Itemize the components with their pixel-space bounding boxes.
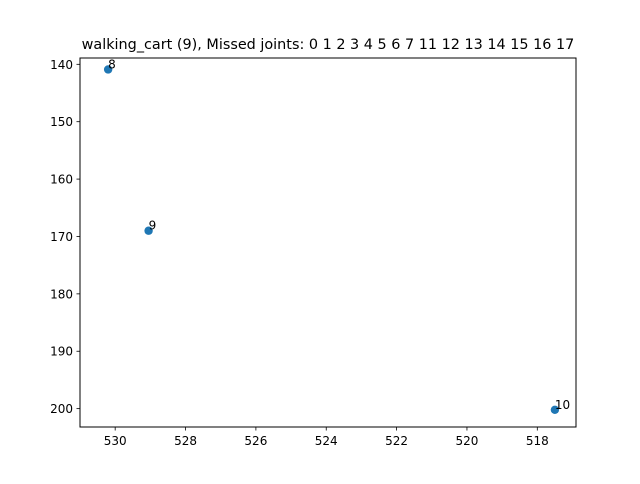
data-point (103, 65, 113, 74)
data-point (144, 226, 153, 235)
y-tick-label: 150 (50, 115, 73, 129)
x-tick-label: 520 (455, 434, 478, 448)
x-tick-label: 526 (244, 434, 267, 448)
data-points: 8 9 10 (103, 57, 570, 414)
y-tick-label: 190 (50, 345, 73, 359)
x-tick-label: 530 (104, 434, 127, 448)
x-tick-label: 522 (385, 434, 408, 448)
x-tick-label: 528 (174, 434, 197, 448)
data-point (550, 405, 560, 414)
data-point-label: 10 (555, 398, 570, 412)
data-point-label: 8 (108, 57, 116, 71)
plot-area-frame (79, 57, 577, 428)
data-point-label: 9 (149, 219, 157, 233)
y-tick-label: 160 (50, 173, 73, 187)
y-tick-label: 140 (50, 58, 73, 72)
x-axis: 530 528 526 524 522 520 518 (104, 427, 549, 448)
y-tick-label: 170 (50, 230, 73, 244)
y-axis: 140 150 160 170 180 190 200 (50, 58, 80, 416)
chart-title: walking_cart (9), Missed joints: 0 1 2 3… (82, 37, 575, 53)
y-tick-label: 200 (50, 402, 73, 416)
y-tick-label: 180 (50, 287, 73, 301)
x-tick-label: 518 (526, 434, 549, 448)
x-tick-label: 524 (315, 434, 338, 448)
